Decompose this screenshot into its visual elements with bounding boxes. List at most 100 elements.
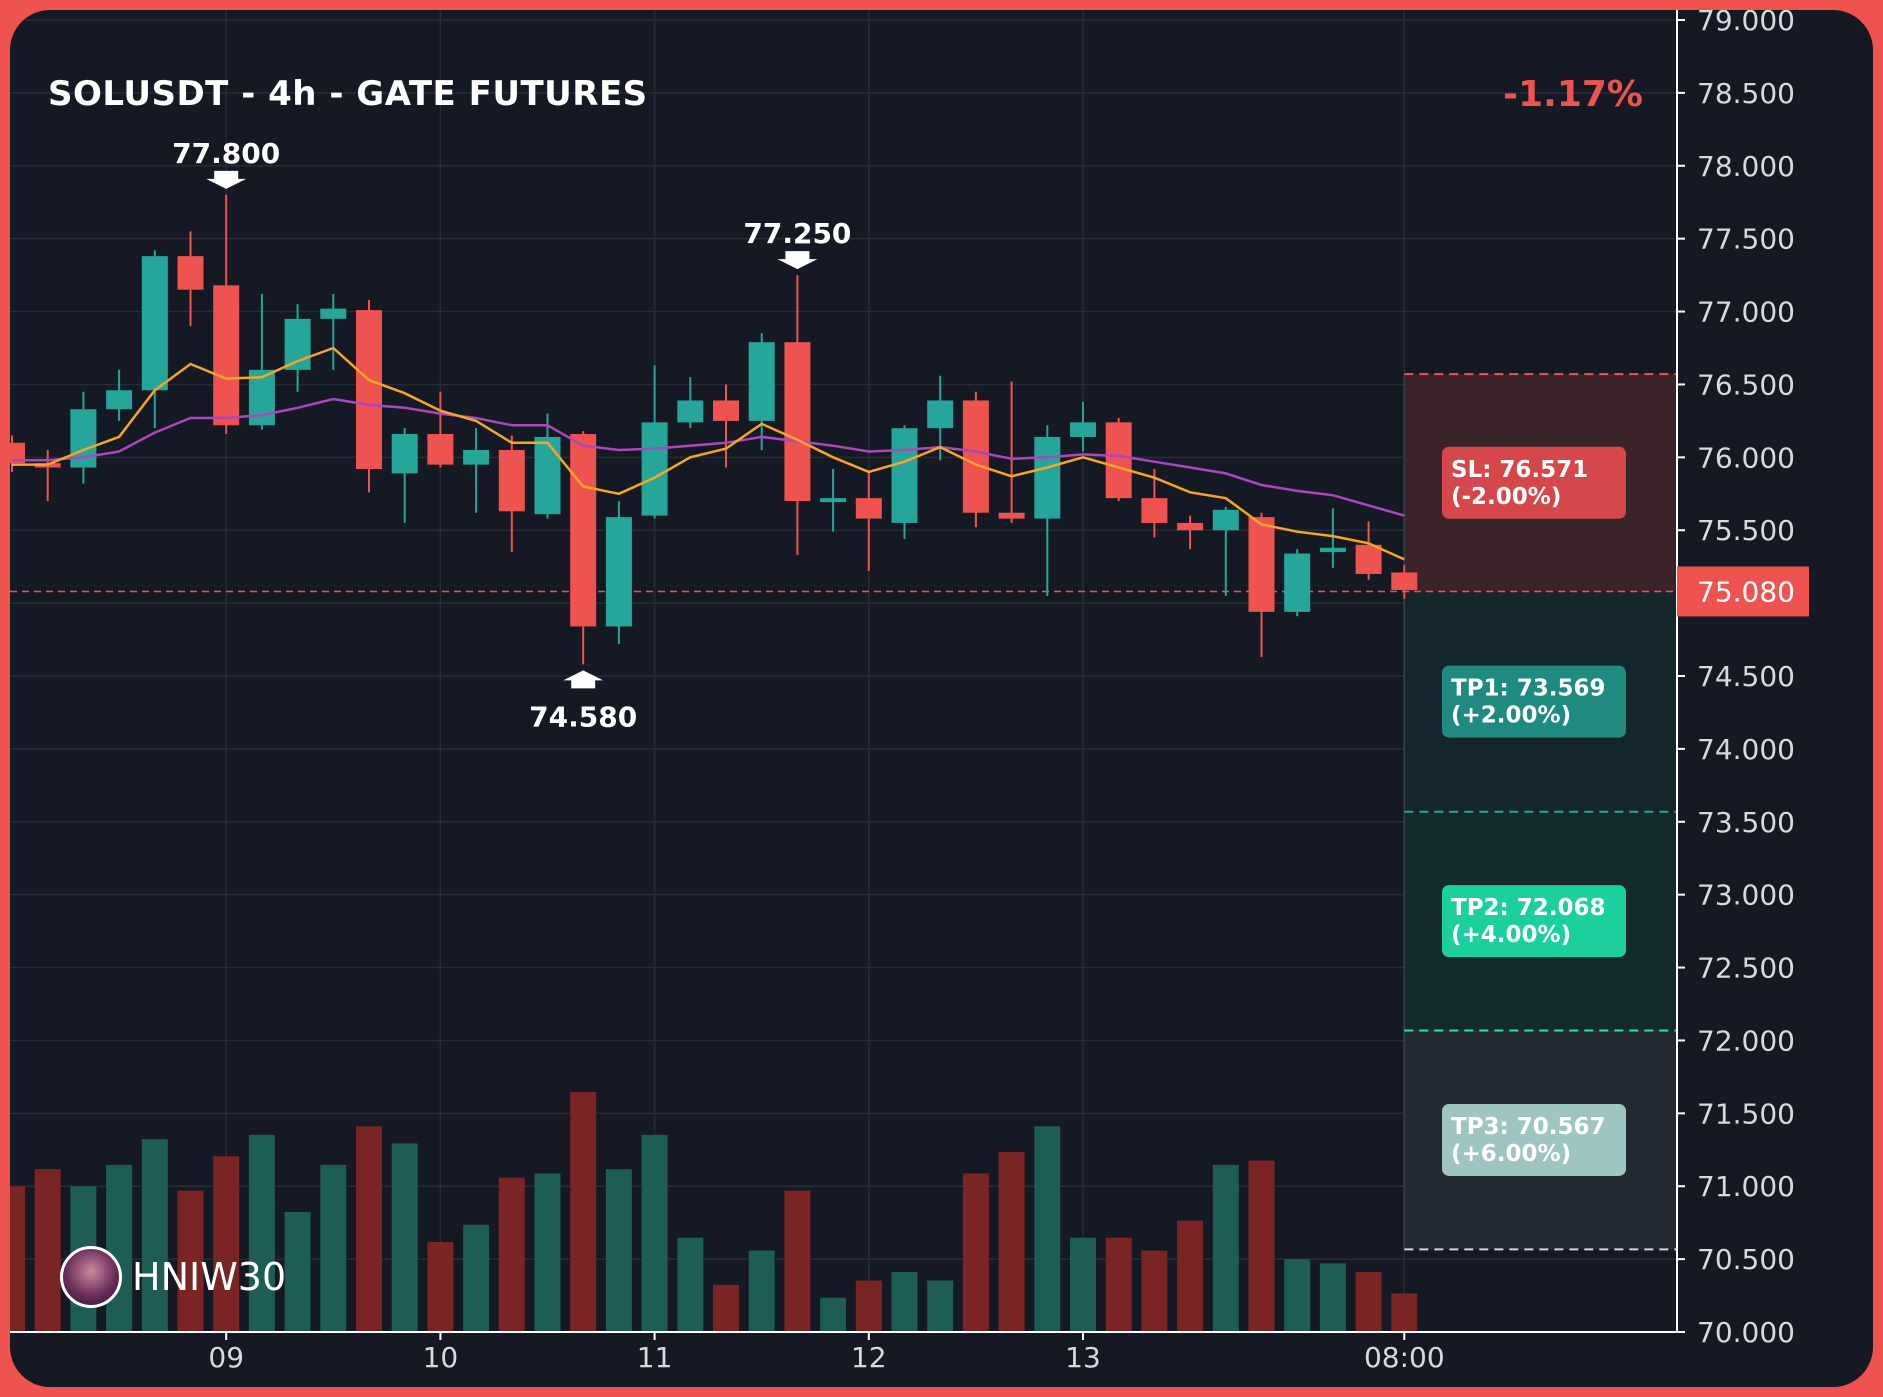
y-tick-label: 74.500 <box>1697 660 1795 693</box>
candle-body <box>1355 544 1382 574</box>
volume-bar <box>1355 1272 1382 1332</box>
tp1-label-box <box>1442 665 1626 738</box>
price-chart[interactable]: 77.800 77.250 74.580 SL: 76.571(-2.00%) TP1:… <box>10 10 1873 1387</box>
candle-body <box>463 450 490 465</box>
candle-body <box>498 450 525 512</box>
candle-body <box>141 256 168 391</box>
candle-body <box>356 310 382 469</box>
sl-label-box <box>1442 446 1626 519</box>
y-tick-label: 78.000 <box>1697 150 1795 183</box>
x-tick-label: 09 <box>208 1341 244 1374</box>
sl-label-line2: (-2.00%) <box>1451 484 1561 510</box>
volume-bar <box>820 1297 847 1332</box>
volume-bar <box>962 1173 989 1332</box>
candle-body <box>1177 522 1204 531</box>
volume-bar <box>677 1237 704 1332</box>
candle-body <box>784 342 811 502</box>
chart-frame: 77.800 77.250 74.580 SL: 76.571 (-2.00%) TP1:… <box>10 10 1873 1387</box>
low-marker-arrow <box>563 670 604 689</box>
volume-bar <box>1105 1237 1132 1332</box>
candle-body <box>570 434 597 627</box>
candle-body <box>10 442 25 464</box>
volume-bar <box>570 1092 597 1332</box>
tp2-label-line2: (+4.00%) <box>1451 922 1571 948</box>
volume-bar <box>891 1272 918 1332</box>
volume-bar <box>1284 1259 1311 1332</box>
volume-bar <box>1391 1293 1418 1332</box>
volume-bar <box>1248 1160 1275 1332</box>
chart-title: SOLUSDT - 4h - GATE FUTURES <box>48 74 648 114</box>
candle-body <box>1284 553 1311 612</box>
candle-body <box>106 390 133 410</box>
volume-bar <box>927 1280 954 1332</box>
volume-bar <box>248 1134 275 1332</box>
volume-bar <box>463 1224 490 1332</box>
tp1-label-line1: TP1: 73.569 <box>1451 676 1606 702</box>
x-tick-label: 13 <box>1065 1341 1101 1374</box>
tp2-label-box <box>1442 885 1626 958</box>
candle-body <box>427 434 454 465</box>
candle-body <box>1212 509 1239 531</box>
tp1-label-line2: (+2.00%) <box>1451 703 1571 729</box>
low-marker-label: 74.580 <box>529 700 637 733</box>
current-price-badge <box>1677 566 1809 617</box>
volume-bar <box>1177 1220 1204 1332</box>
tp3-label-line1: TP3: 70.567 <box>1451 1114 1606 1140</box>
high-marker-label: 77.800 <box>172 137 280 170</box>
candle-body <box>1034 436 1061 519</box>
high-marker-label: 77.250 <box>743 217 851 250</box>
high-marker-arrow <box>777 251 818 270</box>
ema-fast-line <box>12 346 1405 561</box>
volume-bar <box>356 1126 382 1332</box>
watermark: HNIW30 <box>60 1246 286 1308</box>
x-tick-label: ug <box>10 1341 12 1374</box>
volume-bar <box>34 1169 61 1332</box>
volume-bar <box>1141 1250 1168 1332</box>
candle-body <box>891 428 918 523</box>
volume-bar <box>10 1186 25 1332</box>
current-price-label: 75.080 <box>1697 575 1795 608</box>
volume-bar <box>748 1250 775 1332</box>
y-tick-label: 77.000 <box>1697 296 1795 329</box>
candle-body <box>213 285 240 426</box>
volume-bar <box>1212 1164 1239 1332</box>
ema-slow-line <box>12 397 1405 517</box>
y-tick-label: 77.500 <box>1697 223 1795 256</box>
price-change: -1.17% <box>1503 74 1643 115</box>
volume-bar <box>855 1280 882 1332</box>
y-tick-label: 71.000 <box>1697 1170 1795 1203</box>
x-tick-label: 08:00 <box>1364 1341 1445 1374</box>
volume-bar <box>106 1164 133 1332</box>
tp2-label-line1: TP2: 72.068 <box>1451 895 1606 921</box>
candle-body <box>177 256 204 290</box>
y-tick-label: 70.000 <box>1697 1316 1795 1349</box>
volume-bar <box>177 1190 204 1332</box>
candle-body <box>1248 517 1275 612</box>
volume-bar <box>498 1177 525 1332</box>
volume-bar <box>1319 1263 1346 1332</box>
candle-body <box>534 436 561 515</box>
volume-bar <box>320 1164 347 1332</box>
volume-bar <box>641 1134 668 1332</box>
y-tick-label: 73.000 <box>1697 879 1795 912</box>
volume-bar <box>998 1152 1025 1332</box>
y-tick-label: 72.500 <box>1697 952 1795 985</box>
y-tick-label: 70.500 <box>1697 1243 1795 1276</box>
volume-bar <box>784 1190 811 1332</box>
volume-bar <box>1034 1126 1061 1332</box>
y-tick-label: 78.500 <box>1697 77 1795 110</box>
candle-body <box>1105 422 1132 499</box>
candle-body <box>1319 547 1346 553</box>
y-tick-label: 79.000 <box>1697 10 1795 37</box>
volume-bar <box>284 1212 311 1332</box>
tp3-label-box <box>1442 1103 1626 1176</box>
volume-bar <box>713 1284 739 1332</box>
candle-body <box>748 342 775 421</box>
x-tick-label: 12 <box>851 1341 887 1374</box>
candle-body <box>605 517 632 627</box>
y-tick-label: 74.000 <box>1697 733 1795 766</box>
sl-label-line1: SL: 76.571 <box>1451 457 1588 483</box>
candle-body <box>677 400 704 423</box>
candle-body <box>998 512 1025 519</box>
volume-bar <box>427 1242 454 1332</box>
